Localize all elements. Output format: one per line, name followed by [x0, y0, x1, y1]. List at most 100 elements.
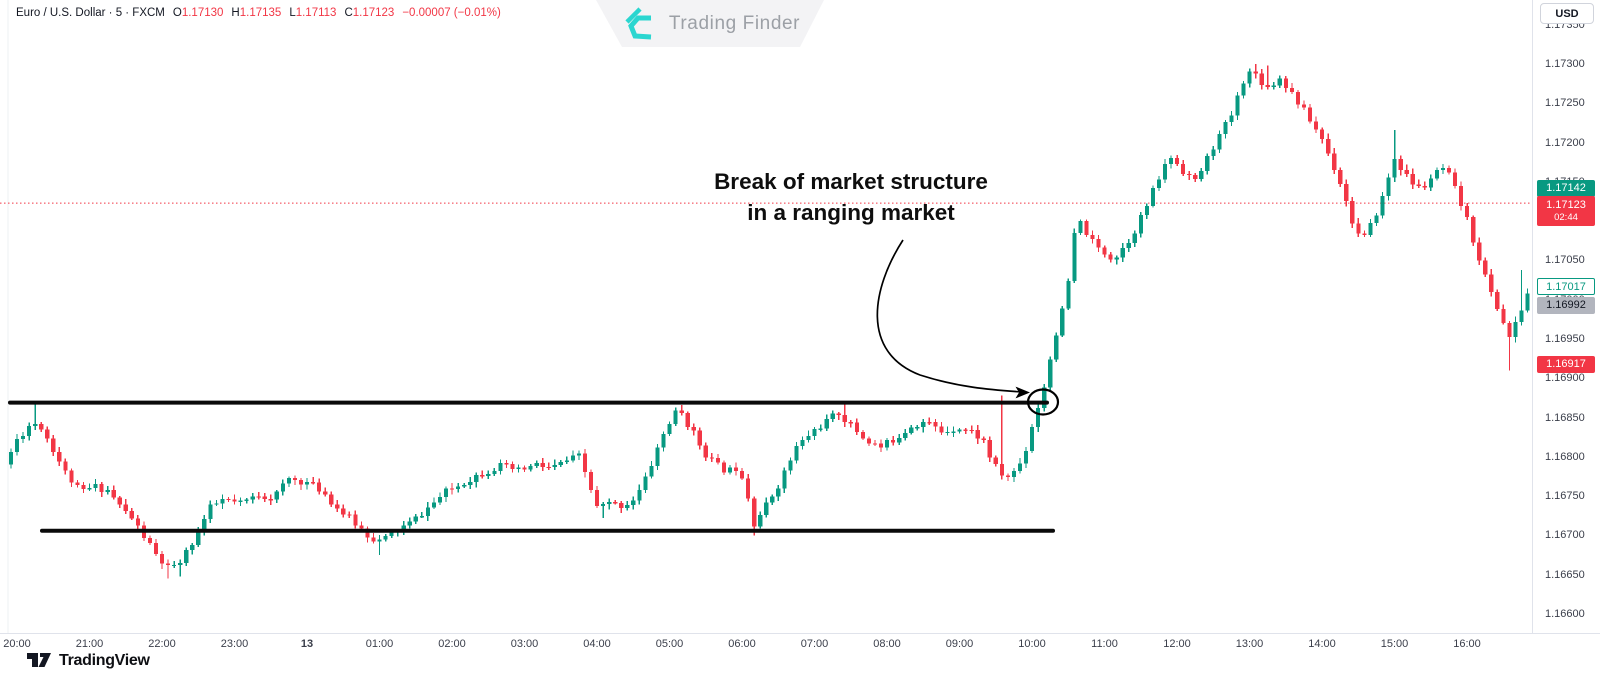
- time-tick: 04:00: [583, 638, 611, 650]
- candle-body: [510, 463, 515, 470]
- candle-body: [516, 467, 521, 470]
- candle-body: [957, 429, 962, 432]
- symbol-legend: Euro / U.S. Dollar · 5 · FXCM O1.17130 H…: [16, 7, 501, 19]
- chart-canvas[interactable]: [0, 0, 1532, 633]
- candle-body: [1320, 129, 1325, 140]
- candle-body: [1193, 175, 1198, 180]
- candle-body: [1042, 387, 1047, 409]
- candle-body: [1344, 183, 1349, 202]
- candle-body: [292, 477, 298, 481]
- candle-body: [1525, 293, 1530, 311]
- candle-body: [117, 497, 122, 505]
- tradingview-logo-icon: [27, 653, 51, 667]
- candle-body: [854, 422, 859, 433]
- candle-body: [969, 429, 974, 432]
- symbol-title[interactable]: Euro / U.S. Dollar · 5 · FXCM: [16, 7, 165, 19]
- candle-body: [1356, 223, 1361, 234]
- candle-body: [673, 410, 678, 425]
- candle-body: [812, 428, 817, 436]
- candle-body: [196, 530, 201, 545]
- candle-body: [733, 467, 739, 472]
- candle-body: [359, 525, 364, 529]
- time-tick: 12:00: [1163, 638, 1191, 650]
- candle-body: [250, 496, 255, 500]
- price-tick: 1.17300: [1545, 58, 1585, 70]
- candle-body: [522, 467, 527, 470]
- candle-body: [897, 437, 902, 443]
- watermark-brand-text: Trading Finder: [668, 12, 801, 34]
- candle-body: [619, 502, 624, 508]
- candle-body: [540, 462, 545, 467]
- price-axis[interactable]: USD 1.173501.173001.172501.172001.171501…: [1532, 0, 1600, 633]
- candle-body: [14, 438, 20, 453]
- candle-body: [1350, 201, 1355, 224]
- candle-body: [715, 458, 721, 463]
- currency-toggle-button[interactable]: USD: [1540, 3, 1594, 24]
- candle-body: [401, 525, 406, 531]
- candle-body: [1440, 167, 1446, 171]
- candle-body: [93, 483, 98, 489]
- time-tick: 21:00: [75, 638, 104, 650]
- annotation-text[interactable]: Break of market structure in a ranging m…: [700, 166, 1002, 228]
- candle-body: [468, 482, 473, 486]
- candle-body: [866, 438, 872, 444]
- candle-body: [558, 462, 563, 465]
- breakout-circle[interactable]: [1026, 388, 1060, 416]
- candle-body: [1434, 170, 1440, 179]
- candle-body: [909, 427, 914, 433]
- annotation-line-1: Break of market structure: [714, 169, 988, 194]
- time-tick: 10:00: [1018, 638, 1046, 650]
- candle-body: [1301, 104, 1307, 108]
- candle-body: [1066, 280, 1071, 309]
- candle-body: [534, 462, 539, 466]
- bar-countdown: 02:44: [1554, 211, 1578, 223]
- candle-body: [63, 461, 68, 471]
- annotation-arrow[interactable]: [876, 239, 1023, 393]
- time-axis[interactable]: 20:00 21:00 22:00 23:00 13 01:00 02:00 03:00 04:…: [0, 633, 1600, 656]
- candle-body: [329, 494, 334, 505]
- candle-body: [1144, 205, 1149, 215]
- candle-body: [1313, 121, 1319, 130]
- candle-body: [1477, 242, 1482, 261]
- price-tick: 1.17050: [1545, 254, 1585, 267]
- candle-body: [99, 483, 104, 493]
- candle-body: [1247, 71, 1252, 84]
- candle-body: [298, 480, 304, 485]
- candle-body: [323, 491, 328, 495]
- candle-body: [739, 471, 745, 479]
- candle-body: [214, 503, 219, 505]
- candle-body: [570, 455, 576, 461]
- candle-body: [244, 499, 249, 501]
- candle-body: [159, 553, 165, 564]
- candle-body: [927, 422, 932, 424]
- time-tick: 02:00: [438, 638, 466, 650]
- candle-body: [727, 467, 733, 473]
- candle-body: [1446, 167, 1452, 173]
- annotation-line-2: in a ranging market: [747, 200, 955, 225]
- candle-body: [165, 563, 171, 565]
- price-tick: 1.16950: [1545, 332, 1585, 345]
- candle-body: [860, 432, 866, 439]
- candle-body: [135, 518, 140, 526]
- candle-body: [1295, 91, 1301, 105]
- candle-body: [311, 482, 316, 484]
- candle-body: [1368, 223, 1373, 235]
- candle-body: [27, 425, 32, 436]
- candle-body: [709, 457, 714, 459]
- candle-body: [1374, 215, 1379, 224]
- candle-body: [208, 504, 213, 519]
- candle-body: [655, 447, 660, 466]
- candle-body: [1465, 206, 1470, 218]
- candle-body: [1501, 308, 1506, 323]
- candle-body: [1277, 78, 1282, 86]
- candle-body: [383, 536, 388, 540]
- candle-body: [987, 439, 992, 458]
- candle-body: [546, 466, 551, 469]
- candle-body: [238, 500, 243, 502]
- candle-body: [1048, 359, 1053, 388]
- time-tick: 05:00: [655, 638, 684, 650]
- tradingview-logo[interactable]: TradingView: [26, 651, 150, 671]
- candle-body: [891, 440, 896, 443]
- candle-body: [486, 473, 491, 476]
- candle-body: [1271, 85, 1276, 88]
